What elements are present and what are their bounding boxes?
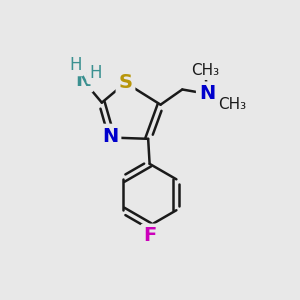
Text: CH₃: CH₃ — [218, 97, 246, 112]
Text: CH₃: CH₃ — [191, 63, 220, 78]
Text: H: H — [89, 64, 101, 82]
Text: N: N — [75, 70, 91, 90]
Text: F: F — [143, 226, 156, 245]
Text: H: H — [69, 56, 82, 74]
Text: S: S — [118, 73, 133, 92]
Text: N: N — [199, 84, 215, 103]
Text: N: N — [102, 127, 119, 146]
